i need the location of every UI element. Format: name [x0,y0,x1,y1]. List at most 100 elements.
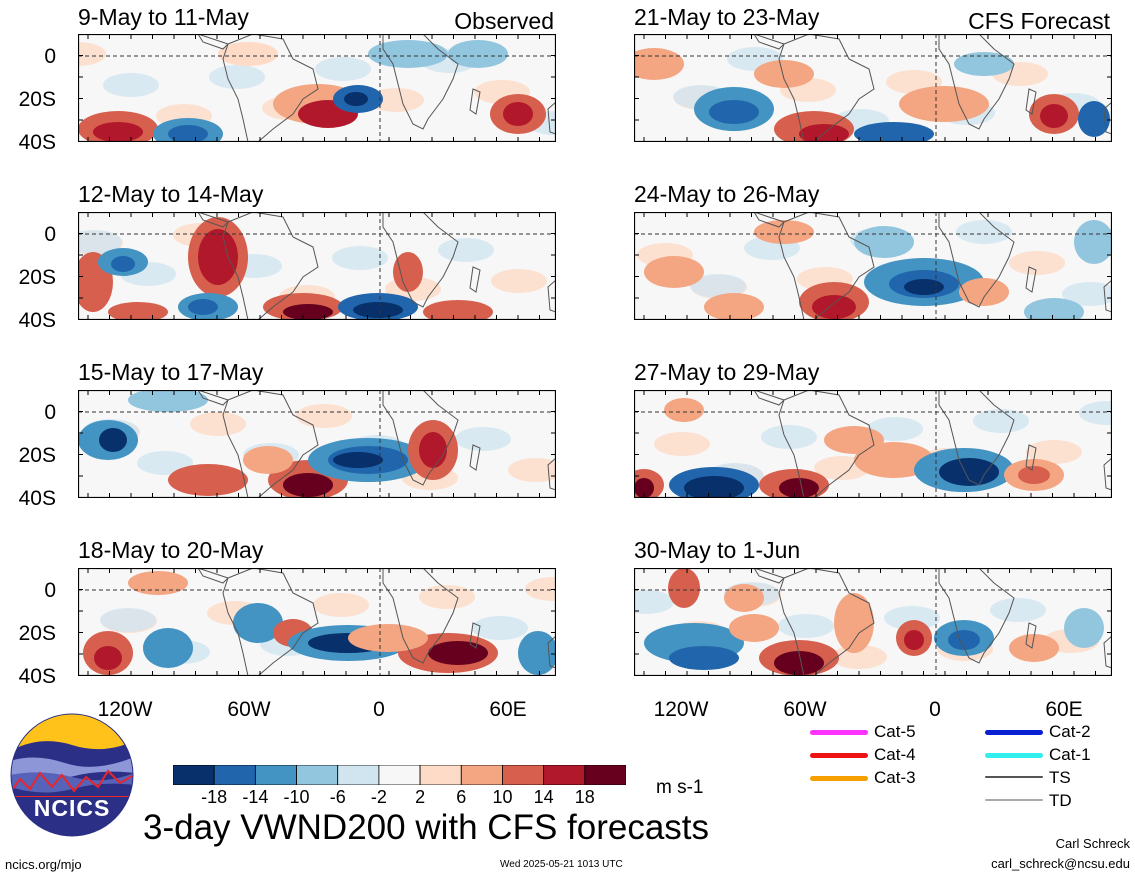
colorbar-swatch [213,764,256,786]
map-panel-6 [634,212,1112,320]
anomaly-contour [948,630,980,650]
author-email: carl_schreck@ncsu.edu [991,856,1130,871]
anomaly-contour [283,304,333,320]
anomaly-contour [959,278,1009,306]
anomaly-contour [333,452,383,468]
anomaly-contour [824,426,884,454]
colorbar-label: 18 [574,787,595,807]
panel-8-title: 30-May to 1-Jun [634,537,801,563]
colorbar-swatch [296,764,339,786]
anomaly-contour [668,568,700,608]
panel-4-title: 18-May to 20-May [78,537,264,563]
track-legend: Cat-5 Cat-4 Cat-3 Cat-2 Cat-1 TS TD [810,722,1130,822]
anomaly-contour [168,464,248,496]
x-tick-60e-right: 60E [1045,698,1083,721]
x-tick-0-left: 0 [373,698,385,721]
panel-5-title: 21-May to 23-May [634,4,820,30]
colorbar-swatch [419,764,462,786]
map-panel-7 [634,390,1112,498]
anomaly-contour [448,40,508,68]
x-tick-60w-right: 60W [783,698,827,721]
map-panel-3 [78,390,556,498]
anomaly-contour [1018,466,1050,484]
anomaly-contour [518,631,556,675]
anomaly-contour [704,293,764,320]
y-tick-20s-r1: 20S [18,88,56,111]
panel-1-label: Observed [454,8,554,34]
y-tick-0-r3: 0 [44,401,56,424]
map-field [78,34,556,142]
colorbar-swatch [172,764,215,786]
map-panel-4 [78,568,556,676]
anomaly-contour [368,40,448,68]
y-tick-0-r1: 0 [44,45,56,68]
map-panel-8 [634,568,1112,676]
colorbar-label: 2 [415,787,426,807]
legend-label-cat-4: Cat-4 [874,745,916,764]
legend-swatch-cat-4 [810,753,868,758]
map-field [78,390,556,498]
anomaly-contour [664,398,704,422]
anomaly-contour [218,42,278,66]
website-link[interactable]: ncics.org/mjo [5,857,82,872]
anomaly-contour [729,614,779,642]
anomaly-contour [353,302,403,318]
anomaly-contour [503,102,533,126]
map-field [634,34,1112,142]
anomaly-contour [644,256,704,288]
colorbar-swatch [337,764,380,786]
colorbar-label: -2 [370,787,387,807]
author-name: Carl Schreck [1055,836,1130,851]
map-field [78,568,556,676]
anomaly-contour [1040,104,1068,128]
legend-swatch-td [985,799,1043,801]
x-tick-120w-left: 120W [97,698,153,721]
anomaly-contour [724,584,764,612]
map-panel-1 [78,34,556,142]
anomaly-contour [111,256,135,272]
legend-label-cat-2: Cat-2 [1049,722,1091,741]
anomaly-contour [128,390,208,412]
anomaly-contour [243,446,293,474]
colorbar-label: 10 [492,787,513,807]
legend-label-td: TD [1049,791,1072,810]
panel-6-title: 24-May to 26-May [634,181,820,207]
colorbar-swatch [460,764,503,786]
panel-1-title: 9-May to 11-May [78,4,249,30]
colorbar-label: 6 [456,787,467,807]
legend-swatch-ts [985,776,1043,778]
colorbar [172,764,627,786]
anomaly-contour [854,122,934,142]
x-tick-0-right: 0 [929,698,941,721]
y-tick-40s-r4: 40S [18,665,56,688]
anomaly-contour [143,628,193,668]
anomaly-contour [779,478,819,498]
anomaly-contour [634,478,654,498]
colorbar-swatch [584,764,627,786]
anomaly-contour [428,641,488,665]
timestamp: Wed 2025-05-21 1013 UTC [500,859,623,870]
legend-label-cat-3: Cat-3 [874,768,916,787]
ncics-logo-text: NCICS [33,795,111,821]
anomaly-contour [344,92,368,106]
anomaly-contour [348,624,428,652]
map-field [634,390,1112,498]
map-field [78,212,556,320]
anomaly-contour [1024,298,1084,320]
anomaly-contour [168,125,208,142]
anomaly-contour [1064,608,1104,648]
legend-label-cat-5: Cat-5 [874,722,916,741]
anomaly-contour [419,432,447,468]
colorbar-label: -14 [242,787,269,807]
y-tick-0-r2: 0 [44,223,56,246]
y-tick-20s-r2: 20S [18,266,56,289]
anomaly-contour [754,60,814,88]
anomaly-contour [834,593,874,653]
anomaly-contour [774,651,824,675]
anomaly-contour [754,220,814,244]
legend-swatch-cat-3 [810,776,868,781]
colorbar-label: -18 [201,787,228,807]
anomaly-contour [99,428,127,452]
panel-5-label: CFS Forecast [968,8,1110,34]
panel-7-title: 27-May to 29-May [634,359,820,385]
